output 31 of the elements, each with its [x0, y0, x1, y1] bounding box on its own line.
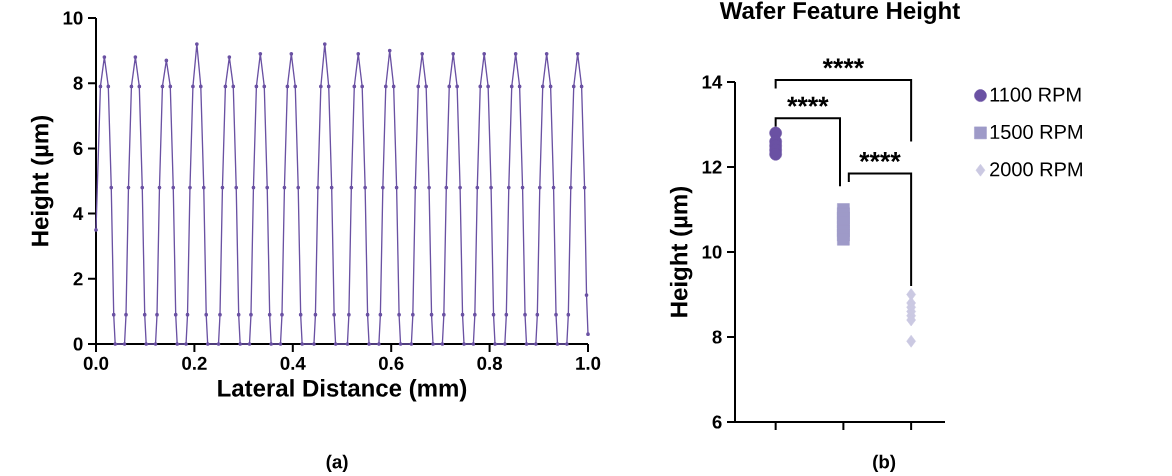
y-axis-title: Height (µm): [669, 186, 693, 317]
point: [837, 232, 850, 246]
y-tick-label: 8: [712, 330, 722, 344]
x-tick-label: 1.0: [576, 356, 601, 370]
x-tick-label: 0.0: [83, 356, 109, 370]
x-tick-label: 0.4: [280, 356, 306, 370]
x-axis-title: Lateral Distance (mm): [218, 379, 467, 402]
x-tick-label: 0.8: [477, 356, 502, 370]
point: [906, 334, 916, 348]
text: ****: [822, 58, 865, 69]
x-tick-label: 0.6: [378, 356, 404, 370]
x-tick-label: 0.2: [182, 356, 207, 370]
y-tick-label: 14: [702, 75, 723, 89]
text: (b): [873, 454, 896, 473]
legend-label: 1100 RPM: [990, 87, 1081, 102]
annotation: ****: [859, 152, 901, 163]
y-tick-label: 10: [63, 11, 83, 25]
y-tick-label: 2: [73, 272, 83, 286]
y-tick-label: 0: [73, 337, 83, 351]
y-tick-label: 10: [702, 245, 722, 259]
annotation: ****: [787, 96, 829, 107]
legend-label: 1500 RPM: [990, 124, 1082, 140]
legend-label: 2000 RPM: [990, 162, 1082, 177]
y-tick-label: 8: [73, 76, 83, 90]
y-tick-label: 12: [702, 160, 722, 174]
y-tick-label: 6: [712, 415, 722, 429]
y-axis-title: Height (µm): [30, 115, 54, 246]
chart-title: Wafer Feature Height: [719, 1, 960, 24]
text: (a): [326, 454, 348, 473]
y-tick-label: 6: [73, 141, 83, 156]
y-tick-label: 4: [73, 207, 84, 221]
